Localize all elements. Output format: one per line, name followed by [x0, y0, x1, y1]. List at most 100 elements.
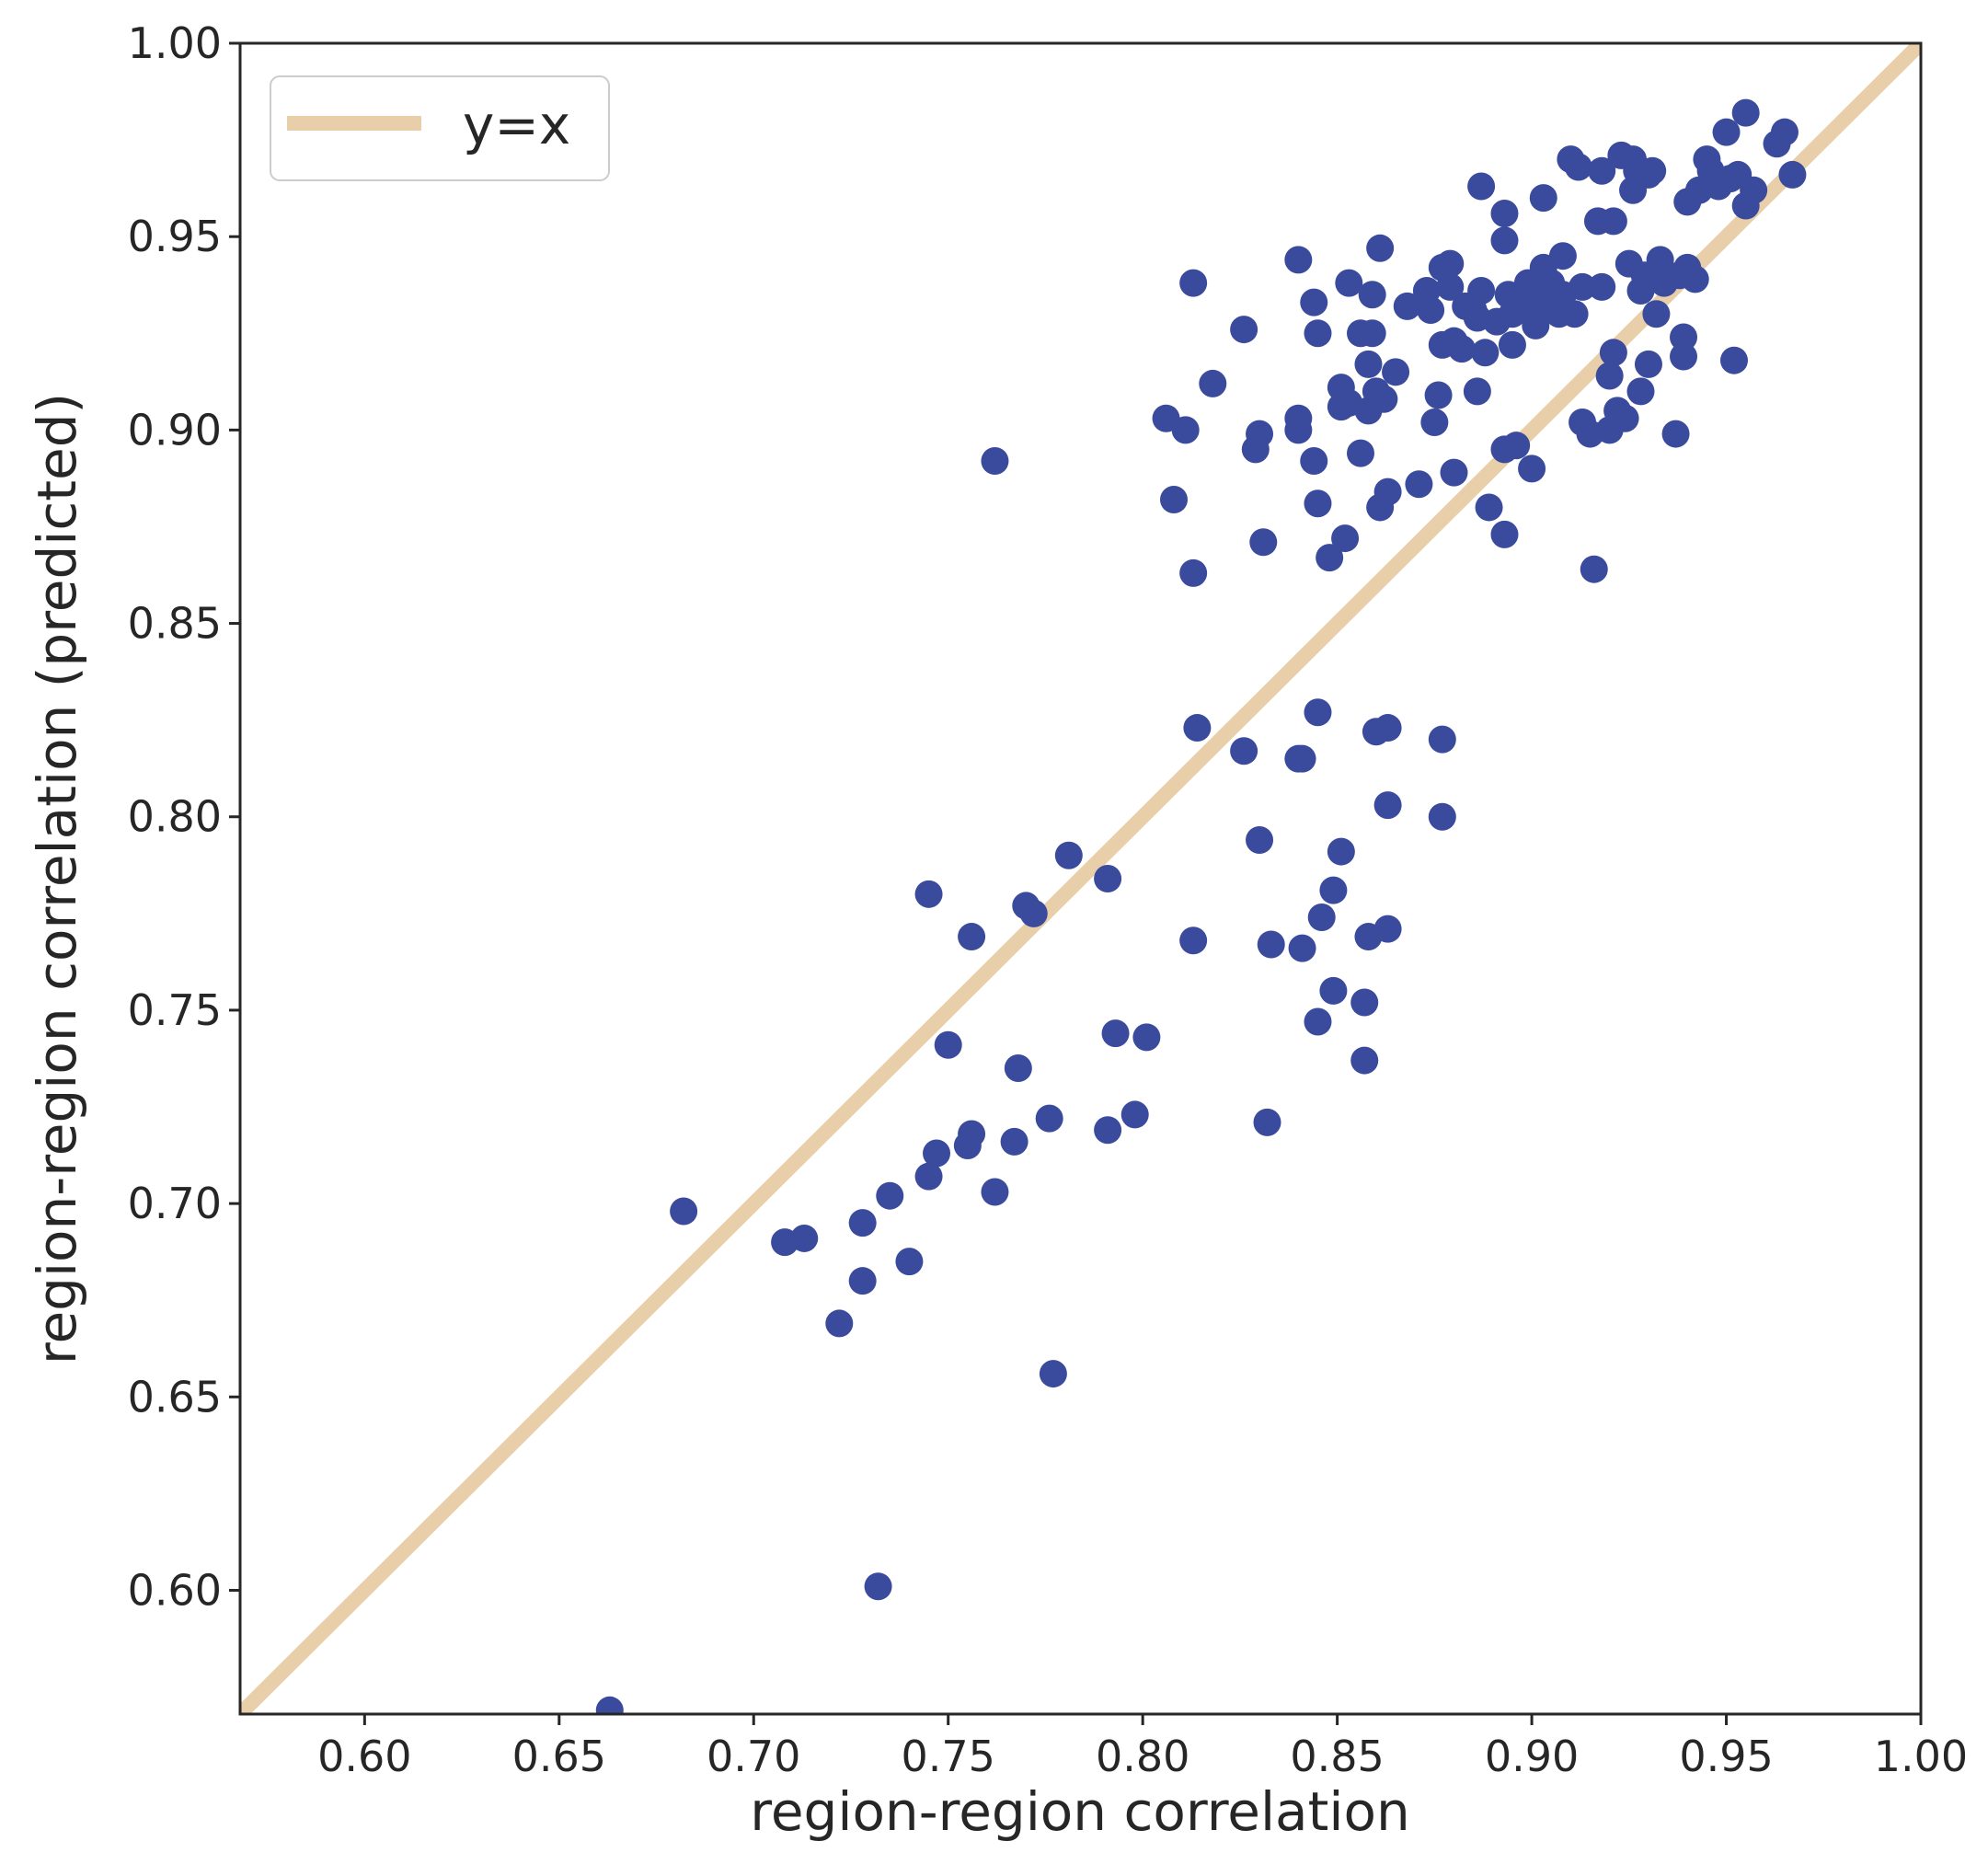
- scatter-point: [1373, 915, 1402, 943]
- y-tick-label: 1.00: [128, 18, 222, 68]
- scatter-point: [1300, 447, 1328, 475]
- scatter-point: [1634, 350, 1662, 378]
- scatter-point: [1502, 432, 1531, 460]
- scatter-point: [1354, 350, 1383, 378]
- scatter-point: [934, 1030, 962, 1059]
- x-tick-label: 0.80: [1096, 1732, 1189, 1781]
- scatter-point: [1199, 369, 1227, 397]
- scatter-point: [981, 447, 1009, 475]
- scatter-point: [1000, 1127, 1028, 1156]
- scatter-point: [1246, 420, 1274, 448]
- scatter-point: [1094, 865, 1122, 892]
- scatter-point: [1304, 319, 1332, 348]
- scatter-point: [1253, 1108, 1281, 1136]
- x-tick-label: 0.60: [317, 1732, 411, 1781]
- scatter-point: [1249, 528, 1278, 557]
- scatter-point: [1490, 199, 1519, 227]
- y-tick-label: 0.95: [128, 212, 222, 261]
- y-tick-label: 0.75: [128, 985, 222, 1035]
- scatter-point: [1417, 296, 1445, 325]
- x-tick-label: 0.65: [512, 1732, 606, 1781]
- scatter-point: [1611, 404, 1639, 432]
- x-tick-label: 0.90: [1485, 1732, 1579, 1781]
- scatter-point: [864, 1572, 892, 1601]
- scatter-point: [790, 1224, 819, 1252]
- scatter-point: [1373, 714, 1402, 742]
- scatter-point: [1171, 416, 1200, 444]
- scatter-point: [1319, 976, 1348, 1005]
- scatter-point: [1467, 172, 1496, 201]
- scatter-point: [1595, 362, 1624, 390]
- scatter-point: [1720, 346, 1748, 374]
- scatter-point: [1428, 802, 1456, 831]
- plot-frame: [238, 41, 1923, 1716]
- scatter-point: [1331, 524, 1360, 553]
- scatter-point: [1284, 246, 1313, 274]
- x-axis-label: region-region correlation: [750, 1780, 1409, 1843]
- scatter-point: [1347, 439, 1374, 467]
- scatter-point: [1393, 292, 1421, 320]
- scatter-point: [1670, 342, 1698, 371]
- scatter-point: [595, 1696, 624, 1714]
- scatter-point: [1490, 520, 1519, 548]
- scatter-point: [1284, 416, 1313, 444]
- scatter-point: [1428, 725, 1456, 754]
- scatter-point: [1670, 323, 1698, 351]
- scatter-point: [1626, 377, 1655, 406]
- scatter-point: [1132, 1023, 1161, 1052]
- scatter-point: [1440, 458, 1468, 487]
- scatter-point: [1740, 176, 1768, 204]
- scatter-point: [1183, 714, 1212, 742]
- scatter-point: [1319, 876, 1348, 904]
- scatter-point: [1463, 377, 1491, 406]
- scatter-point: [1304, 698, 1332, 727]
- scatter-point: [1246, 825, 1274, 854]
- scatter-point: [1304, 1007, 1332, 1036]
- scatter-point: [1300, 288, 1328, 317]
- scatter-point: [1350, 988, 1379, 1017]
- scatter-point: [1350, 1046, 1379, 1075]
- scatter-point: [1039, 1360, 1067, 1388]
- scatter-point: [1548, 242, 1577, 270]
- scatter-point: [1471, 339, 1500, 367]
- scatter-point: [923, 1139, 951, 1168]
- reference-line-layer: [240, 43, 1921, 1714]
- scatter-point: [848, 1209, 877, 1237]
- scatter-point: [1778, 160, 1807, 189]
- scatter-point: [876, 1181, 904, 1210]
- scatter-point: [1035, 1104, 1063, 1133]
- scatter-point: [1257, 930, 1285, 959]
- scatter-point: [1373, 478, 1402, 506]
- legend-box: [270, 75, 610, 181]
- scatter-point: [1179, 558, 1208, 587]
- scatter-point: [848, 1267, 877, 1295]
- scatter-point: [1712, 118, 1741, 146]
- scatter-point: [1588, 272, 1616, 301]
- scatter-point: [958, 923, 986, 951]
- scatter-point: [670, 1197, 698, 1226]
- scatter-point: [1366, 234, 1395, 262]
- y-tick-label: 0.85: [128, 599, 222, 649]
- scatter-point: [1054, 841, 1083, 869]
- scatter-point: [895, 1248, 924, 1276]
- scatter-point: [914, 1162, 943, 1191]
- scatter-point: [1304, 489, 1332, 518]
- scatter-point: [1599, 339, 1627, 367]
- scatter-point: [1642, 300, 1671, 328]
- scatter-point: [1230, 316, 1258, 344]
- scatter-point: [1770, 118, 1798, 146]
- scatter-point: [1120, 1100, 1149, 1129]
- legend-entry-label: y=x: [463, 94, 570, 156]
- y-tick-label: 0.60: [128, 1565, 222, 1615]
- scatter-point: [1316, 544, 1344, 572]
- x-tick-label: 0.85: [1290, 1732, 1384, 1781]
- scatter-point: [1681, 265, 1709, 293]
- scatter-point: [1638, 156, 1667, 185]
- scatter-point: [1405, 470, 1433, 499]
- reference-line-y-equals-x: [240, 43, 1921, 1714]
- scatter-point: [1424, 381, 1453, 409]
- x-tick-label: 0.75: [901, 1732, 994, 1781]
- scatter-point: [1580, 555, 1608, 583]
- scatter-point: [1560, 300, 1589, 328]
- scatter-point: [1447, 335, 1476, 363]
